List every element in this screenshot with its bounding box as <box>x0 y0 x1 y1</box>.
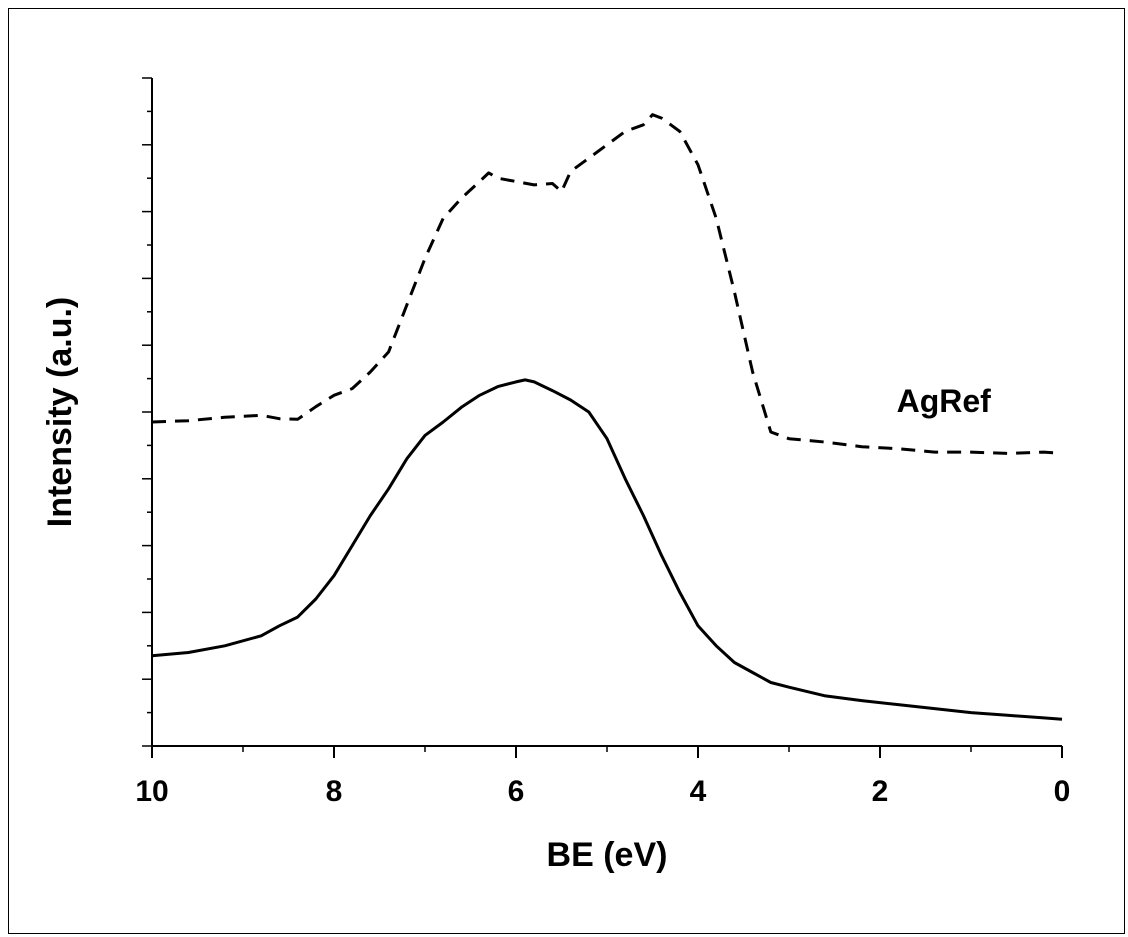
x-axis-title: BE (eV) <box>547 836 668 874</box>
series-group <box>151 113 1063 721</box>
y-axis-title: Intensity (a.u.) <box>41 297 79 527</box>
x-tick-label: 0 <box>1054 775 1071 808</box>
series-line-sample <box>151 378 1063 721</box>
labels: BE (eV) Intensity (a.u.) AgRef <box>41 297 991 874</box>
x-tick-label: 8 <box>326 775 343 808</box>
axes: 10 8 6 4 2 0 <box>135 77 1071 808</box>
line-chart: 10 8 6 4 2 0 BE (eV) Intensity (a.u.) AgRef <box>41 77 1071 874</box>
series-label-agref: AgRef <box>897 383 992 419</box>
series-line-agref <box>151 113 1063 455</box>
x-tick-label: 6 <box>508 775 525 808</box>
x-tick-label: 2 <box>872 775 889 808</box>
chart-frame: 10 8 6 4 2 0 BE (eV) Intensity (a.u.) AgRef <box>8 8 1125 934</box>
x-tick-label: 10 <box>135 775 168 808</box>
x-tick-label: 4 <box>690 775 707 808</box>
